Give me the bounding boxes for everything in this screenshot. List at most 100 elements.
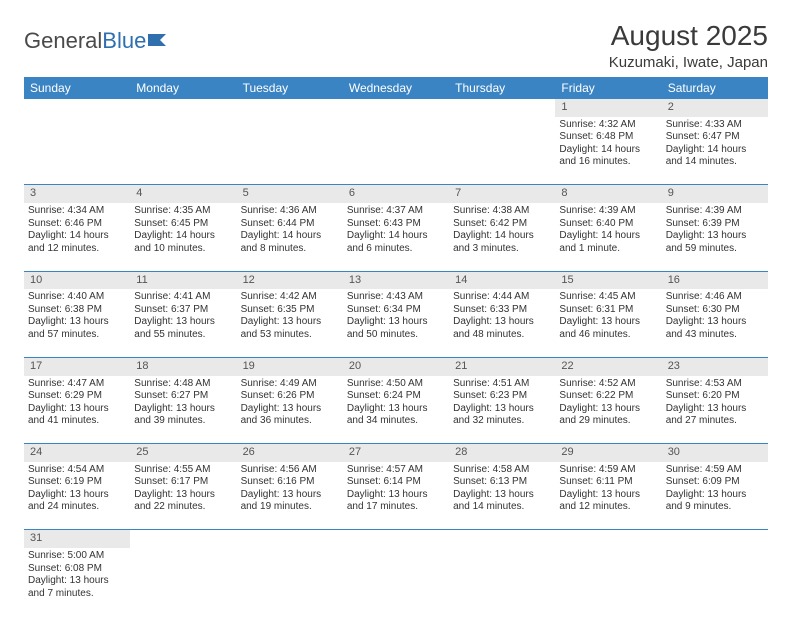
month-title: August 2025: [609, 20, 768, 52]
sunset-text: Sunset: 6:20 PM: [666, 390, 764, 403]
day1-text: Daylight: 14 hours: [559, 144, 657, 157]
day2-text: and 6 minutes.: [347, 243, 445, 256]
day-cell: Sunrise: 4:55 AMSunset: 6:17 PMDaylight:…: [130, 462, 236, 530]
sunset-text: Sunset: 6:31 PM: [559, 304, 657, 317]
sunrise-text: Sunrise: 4:43 AM: [347, 291, 445, 304]
day1-text: Daylight: 14 hours: [134, 230, 232, 243]
day-number: [24, 99, 130, 117]
day-header: Monday: [130, 77, 236, 99]
sunset-text: Sunset: 6:37 PM: [134, 304, 232, 317]
day1-text: Daylight: 13 hours: [559, 316, 657, 329]
day-number: 12: [237, 271, 343, 289]
sunset-text: Sunset: 6:48 PM: [559, 131, 657, 144]
day-cell: Sunrise: 4:54 AMSunset: 6:19 PMDaylight:…: [24, 462, 130, 530]
sunrise-text: Sunrise: 4:46 AM: [666, 291, 764, 304]
sunset-text: Sunset: 6:14 PM: [347, 476, 445, 489]
day1-text: Daylight: 13 hours: [28, 489, 126, 502]
day-number-row: 24252627282930: [24, 444, 768, 462]
day-number: [449, 530, 555, 548]
sunrise-text: Sunrise: 4:41 AM: [134, 291, 232, 304]
sunset-text: Sunset: 6:46 PM: [28, 218, 126, 231]
day1-text: Daylight: 13 hours: [453, 489, 551, 502]
day2-text: and 55 minutes.: [134, 329, 232, 342]
sunset-text: Sunset: 6:16 PM: [241, 476, 339, 489]
day-cell: Sunrise: 4:56 AMSunset: 6:16 PMDaylight:…: [237, 462, 343, 530]
day-cell: [24, 117, 130, 185]
day-cell: Sunrise: 4:58 AMSunset: 6:13 PMDaylight:…: [449, 462, 555, 530]
sunset-text: Sunset: 6:26 PM: [241, 390, 339, 403]
day-number: [130, 99, 236, 117]
day-cell: [237, 548, 343, 616]
day-header: Tuesday: [237, 77, 343, 99]
day2-text: and 29 minutes.: [559, 415, 657, 428]
day-number: 6: [343, 185, 449, 203]
day-cell: Sunrise: 4:38 AMSunset: 6:42 PMDaylight:…: [449, 203, 555, 271]
day-number: [237, 99, 343, 117]
day-number: 2: [662, 99, 768, 117]
week-row: Sunrise: 4:40 AMSunset: 6:38 PMDaylight:…: [24, 289, 768, 357]
day1-text: Daylight: 13 hours: [666, 403, 764, 416]
sunrise-text: Sunrise: 4:58 AM: [453, 464, 551, 477]
day-number: 4: [130, 185, 236, 203]
title-block: August 2025 Kuzumaki, Iwate, Japan: [609, 20, 768, 71]
day-number: 18: [130, 357, 236, 375]
day-number: 1: [555, 99, 661, 117]
day1-text: Daylight: 14 hours: [453, 230, 551, 243]
day-cell: [343, 117, 449, 185]
day2-text: and 17 minutes.: [347, 501, 445, 514]
day-cell: Sunrise: 4:59 AMSunset: 6:09 PMDaylight:…: [662, 462, 768, 530]
day-number: 17: [24, 357, 130, 375]
day-number: [237, 530, 343, 548]
day2-text: and 46 minutes.: [559, 329, 657, 342]
day2-text: and 36 minutes.: [241, 415, 339, 428]
brand-logo: GeneralBlue: [24, 28, 170, 54]
day-cell: Sunrise: 4:39 AMSunset: 6:39 PMDaylight:…: [662, 203, 768, 271]
day-number: 27: [343, 444, 449, 462]
day-number: 16: [662, 271, 768, 289]
day1-text: Daylight: 13 hours: [241, 403, 339, 416]
day-cell: Sunrise: 4:37 AMSunset: 6:43 PMDaylight:…: [343, 203, 449, 271]
day1-text: Daylight: 13 hours: [666, 316, 764, 329]
day2-text: and 59 minutes.: [666, 243, 764, 256]
day1-text: Daylight: 13 hours: [453, 316, 551, 329]
logo-text-a: General: [24, 28, 102, 54]
sunset-text: Sunset: 6:08 PM: [28, 563, 126, 576]
day1-text: Daylight: 13 hours: [559, 489, 657, 502]
day1-text: Daylight: 13 hours: [134, 489, 232, 502]
day2-text: and 12 minutes.: [559, 501, 657, 514]
day-cell: [343, 548, 449, 616]
day1-text: Daylight: 13 hours: [134, 316, 232, 329]
day-header: Wednesday: [343, 77, 449, 99]
sunrise-text: Sunrise: 4:45 AM: [559, 291, 657, 304]
day-number: 28: [449, 444, 555, 462]
day-header: Thursday: [449, 77, 555, 99]
sunset-text: Sunset: 6:29 PM: [28, 390, 126, 403]
day-number-row: 10111213141516: [24, 271, 768, 289]
sunset-text: Sunset: 6:17 PM: [134, 476, 232, 489]
day-cell: Sunrise: 4:48 AMSunset: 6:27 PMDaylight:…: [130, 376, 236, 444]
day-cell: Sunrise: 4:50 AMSunset: 6:24 PMDaylight:…: [343, 376, 449, 444]
sunset-text: Sunset: 6:39 PM: [666, 218, 764, 231]
day2-text: and 24 minutes.: [28, 501, 126, 514]
day-number-row: 31: [24, 530, 768, 548]
day-number: [343, 530, 449, 548]
day-cell: Sunrise: 4:39 AMSunset: 6:40 PMDaylight:…: [555, 203, 661, 271]
week-row: Sunrise: 4:54 AMSunset: 6:19 PMDaylight:…: [24, 462, 768, 530]
day2-text: and 39 minutes.: [134, 415, 232, 428]
sunrise-text: Sunrise: 4:49 AM: [241, 378, 339, 391]
day-cell: [130, 117, 236, 185]
day2-text: and 27 minutes.: [666, 415, 764, 428]
sunrise-text: Sunrise: 4:36 AM: [241, 205, 339, 218]
day-number: [343, 99, 449, 117]
sunrise-text: Sunrise: 4:50 AM: [347, 378, 445, 391]
sunrise-text: Sunrise: 4:37 AM: [347, 205, 445, 218]
day1-text: Daylight: 13 hours: [241, 489, 339, 502]
day-cell: [449, 117, 555, 185]
day-cell: Sunrise: 4:35 AMSunset: 6:45 PMDaylight:…: [130, 203, 236, 271]
day-number: 14: [449, 271, 555, 289]
calendar-body: 12Sunrise: 4:32 AMSunset: 6:48 PMDayligh…: [24, 99, 768, 616]
day-cell: Sunrise: 4:34 AMSunset: 6:46 PMDaylight:…: [24, 203, 130, 271]
day-number-row: 3456789: [24, 185, 768, 203]
day-cell: Sunrise: 4:33 AMSunset: 6:47 PMDaylight:…: [662, 117, 768, 185]
day-cell: Sunrise: 4:41 AMSunset: 6:37 PMDaylight:…: [130, 289, 236, 357]
